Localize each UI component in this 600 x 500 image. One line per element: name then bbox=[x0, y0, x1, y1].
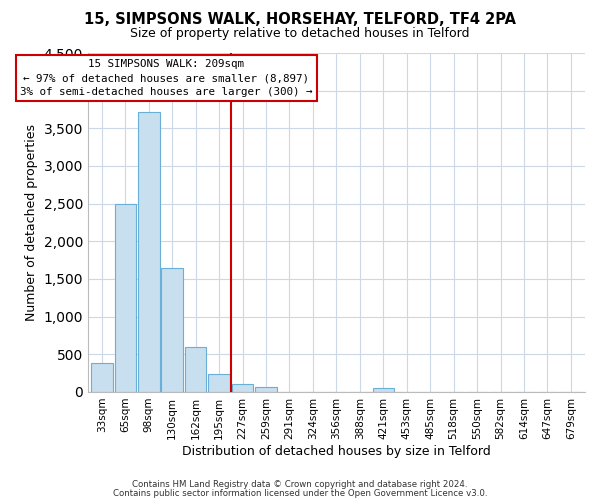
Text: 15 SIMPSONS WALK: 209sqm  
← 97% of detached houses are smaller (8,897)
3% of se: 15 SIMPSONS WALK: 209sqm ← 97% of detach… bbox=[20, 59, 313, 97]
Y-axis label: Number of detached properties: Number of detached properties bbox=[25, 124, 38, 321]
Bar bbox=[373, 388, 394, 392]
Bar bbox=[91, 364, 113, 392]
Bar bbox=[161, 268, 183, 392]
Bar bbox=[138, 112, 160, 392]
Bar bbox=[232, 384, 253, 392]
Bar bbox=[255, 388, 277, 392]
X-axis label: Distribution of detached houses by size in Telford: Distribution of detached houses by size … bbox=[182, 444, 491, 458]
Bar bbox=[115, 204, 136, 392]
Text: 15, SIMPSONS WALK, HORSEHAY, TELFORD, TF4 2PA: 15, SIMPSONS WALK, HORSEHAY, TELFORD, TF… bbox=[84, 12, 516, 28]
Bar bbox=[208, 374, 230, 392]
Text: Contains HM Land Registry data © Crown copyright and database right 2024.: Contains HM Land Registry data © Crown c… bbox=[132, 480, 468, 489]
Text: Size of property relative to detached houses in Telford: Size of property relative to detached ho… bbox=[130, 28, 470, 40]
Bar bbox=[185, 347, 206, 392]
Text: Contains public sector information licensed under the Open Government Licence v3: Contains public sector information licen… bbox=[113, 488, 487, 498]
